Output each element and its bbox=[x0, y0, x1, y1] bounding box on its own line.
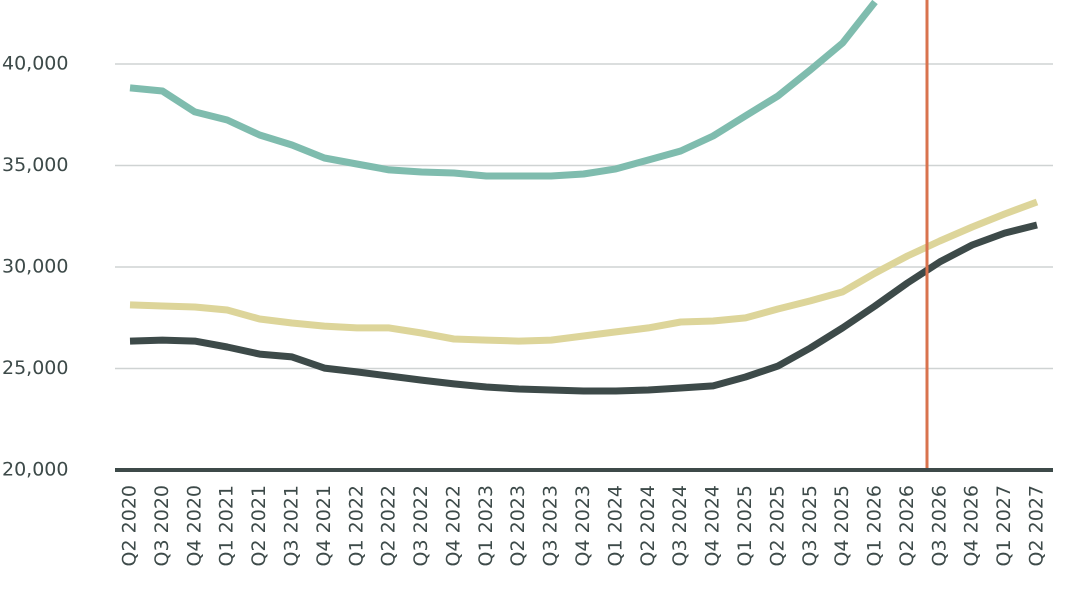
x-tick-label: Q3 2022 bbox=[410, 485, 432, 566]
x-tick-label: Q1 2022 bbox=[345, 485, 367, 566]
series-line bbox=[129, 0, 878, 180]
labels: 20,000 25,000 30,000 35,000 40,000 Q2 2020 Q3 … bbox=[2, 52, 1048, 566]
x-tick-label: Q4 2024 bbox=[702, 485, 724, 566]
x-tick-label: Q3 2021 bbox=[280, 485, 302, 566]
x-tick-label: Q1 2026 bbox=[864, 485, 886, 566]
x-tick-label: Q1 2027 bbox=[993, 485, 1015, 566]
y-tick-label: 30,000 bbox=[2, 255, 68, 277]
x-tick-label: Q3 2024 bbox=[669, 485, 691, 566]
series-line bbox=[129, 221, 1038, 395]
y-tick-label: 40,000 bbox=[2, 52, 68, 74]
x-tick-label: Q2 2023 bbox=[507, 485, 529, 566]
grid bbox=[115, 63, 1053, 471]
x-tick-label: Q4 2026 bbox=[961, 485, 983, 566]
x-tick-label: Q3 2020 bbox=[151, 485, 173, 566]
x-tick-label: Q1 2024 bbox=[604, 485, 626, 566]
x-tick-label: Q2 2020 bbox=[119, 485, 141, 566]
x-tick-label: Q4 2021 bbox=[313, 485, 335, 566]
x-tick-label: Q1 2021 bbox=[216, 485, 238, 566]
x-tick-label: Q1 2025 bbox=[734, 485, 756, 566]
x-tick-label: Q3 2025 bbox=[799, 485, 821, 566]
y-tick-label: 35,000 bbox=[2, 154, 68, 176]
x-tick-label: Q3 2023 bbox=[540, 485, 562, 566]
x-tick-label: Q3 2026 bbox=[928, 485, 950, 566]
y-tick-label: 25,000 bbox=[2, 357, 68, 379]
lines bbox=[129, 0, 1039, 395]
x-tick-label: Q1 2023 bbox=[475, 485, 497, 566]
x-tick-label: Q2 2025 bbox=[766, 485, 788, 566]
x-tick-label: Q2 2026 bbox=[896, 485, 918, 566]
y-tick-label: 20,000 bbox=[2, 459, 68, 481]
x-tick-label: Q4 2025 bbox=[831, 485, 853, 566]
x-tick-label: Q4 2020 bbox=[183, 485, 205, 566]
x-tick-label: Q4 2022 bbox=[442, 485, 464, 566]
x-tick-label: Q2 2024 bbox=[637, 485, 659, 566]
x-tick-label: Q2 2021 bbox=[248, 485, 270, 566]
series-line bbox=[129, 198, 1039, 345]
x-tick-label: Q2 2027 bbox=[1026, 485, 1048, 566]
x-tick-label: Q4 2023 bbox=[572, 485, 594, 566]
x-tick-label: Q2 2022 bbox=[378, 485, 400, 566]
